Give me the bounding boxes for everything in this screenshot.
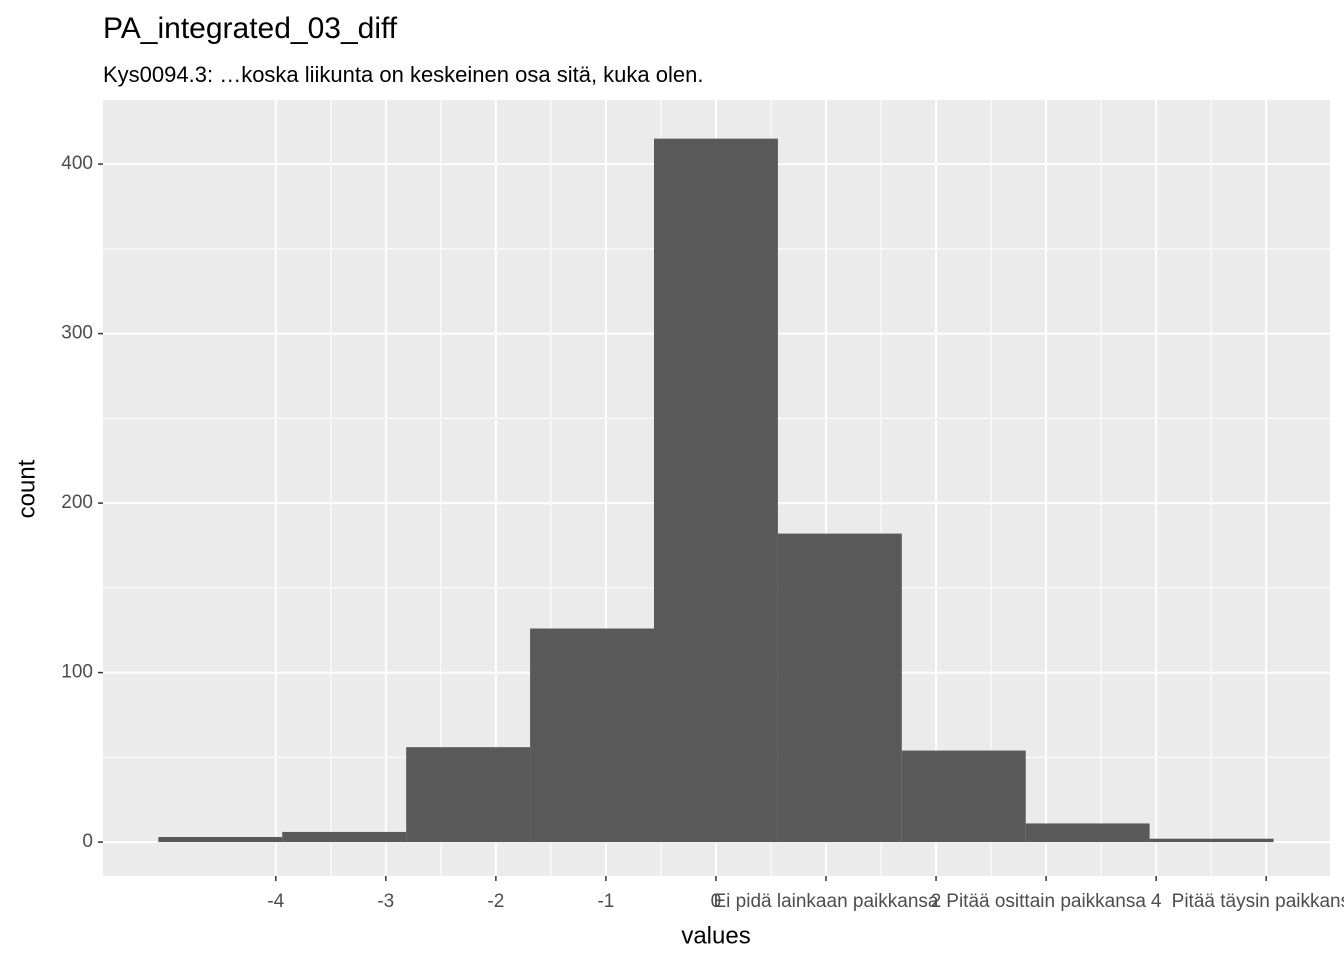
y-tick-label: 400 (61, 153, 93, 174)
x-tick-label: 4 (1151, 891, 1162, 912)
histogram-bar (1149, 838, 1274, 843)
x-tick-label: Pitää osittain paikkansa (946, 891, 1146, 912)
x-tick-label: Ei pidä lainkaan paikkansa (713, 891, 938, 912)
histogram-bar (901, 750, 1026, 843)
y-tick-label: 200 (61, 492, 93, 513)
x-tick-label: -1 (597, 891, 614, 912)
x-tick-label: -3 (377, 891, 394, 912)
histogram-bar (777, 533, 902, 843)
x-tick-label: Pitää täysin paikkansa (1172, 891, 1344, 912)
chart-title: PA_integrated_03_diff (103, 12, 398, 45)
x-tick-label: 2 (931, 891, 942, 912)
histogram-bar (530, 628, 654, 843)
histogram-bar (1025, 823, 1150, 843)
x-tick-label: 0 (711, 891, 722, 912)
chart-subtitle: Kys0094.3: …koska liikunta on keskeinen … (103, 62, 703, 87)
histogram-bar (158, 837, 283, 843)
y-tick-label: 100 (61, 662, 93, 683)
x-tick-label: -4 (267, 891, 284, 912)
x-tick-label: -2 (487, 891, 504, 912)
x-axis-title: values (681, 922, 750, 949)
y-tick-label: 300 (61, 323, 93, 344)
y-tick-label: 0 (82, 831, 93, 852)
histogram-bar (653, 138, 778, 843)
y-axis-title: count (13, 459, 40, 518)
histogram-bar (406, 747, 531, 843)
histogram-bar (282, 831, 407, 843)
